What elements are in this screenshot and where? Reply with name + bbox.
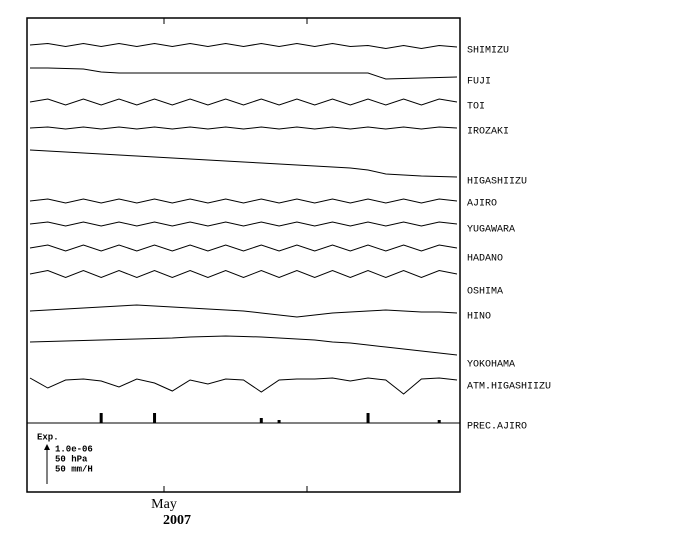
trace (30, 67, 458, 80)
precip-bar (366, 413, 370, 423)
trace (29, 198, 458, 204)
scale-label: 50 hPa (55, 454, 88, 464)
x-sublabel: 2007 (163, 513, 191, 528)
series-label: OSHIMA (467, 287, 503, 298)
series-label: AJIRO (467, 199, 497, 210)
precip-bar (437, 420, 441, 423)
trace (29, 335, 458, 356)
plot-frame (26, 17, 461, 493)
precip-bar (259, 418, 263, 423)
trace (29, 377, 458, 395)
series-label: SHIMIZU (467, 46, 509, 57)
trace (29, 98, 458, 106)
trace (29, 126, 458, 130)
scale-label: 1.0e-06 (55, 444, 93, 454)
trace (29, 244, 458, 252)
scale-label: 50 mm/H (55, 464, 93, 474)
precip-bar (153, 413, 157, 423)
trace (29, 42, 458, 50)
series-label: PREC.AJIRO (467, 422, 527, 433)
scale-arrow-head (44, 444, 50, 450)
series-label: ATM.HIGASHIIZU (467, 382, 551, 393)
series-label: HADANO (467, 254, 503, 265)
series-label: HINO (467, 312, 491, 323)
precip-bar (277, 420, 281, 423)
series-label: YUGAWARA (467, 225, 515, 236)
series-label: FUJI (467, 77, 491, 88)
trace (29, 304, 458, 318)
series-label: HIGASHIIZU (467, 177, 527, 188)
x-tick-label: May (151, 497, 177, 512)
legend-title: Exp. (37, 432, 59, 442)
trace (29, 221, 458, 227)
series-label: TOI (467, 102, 485, 113)
trace (29, 269, 458, 279)
series-label: YOKOHAMA (467, 360, 515, 371)
series-label: IROZAKI (467, 127, 509, 138)
trace (29, 149, 458, 178)
precip-bar (99, 413, 103, 423)
